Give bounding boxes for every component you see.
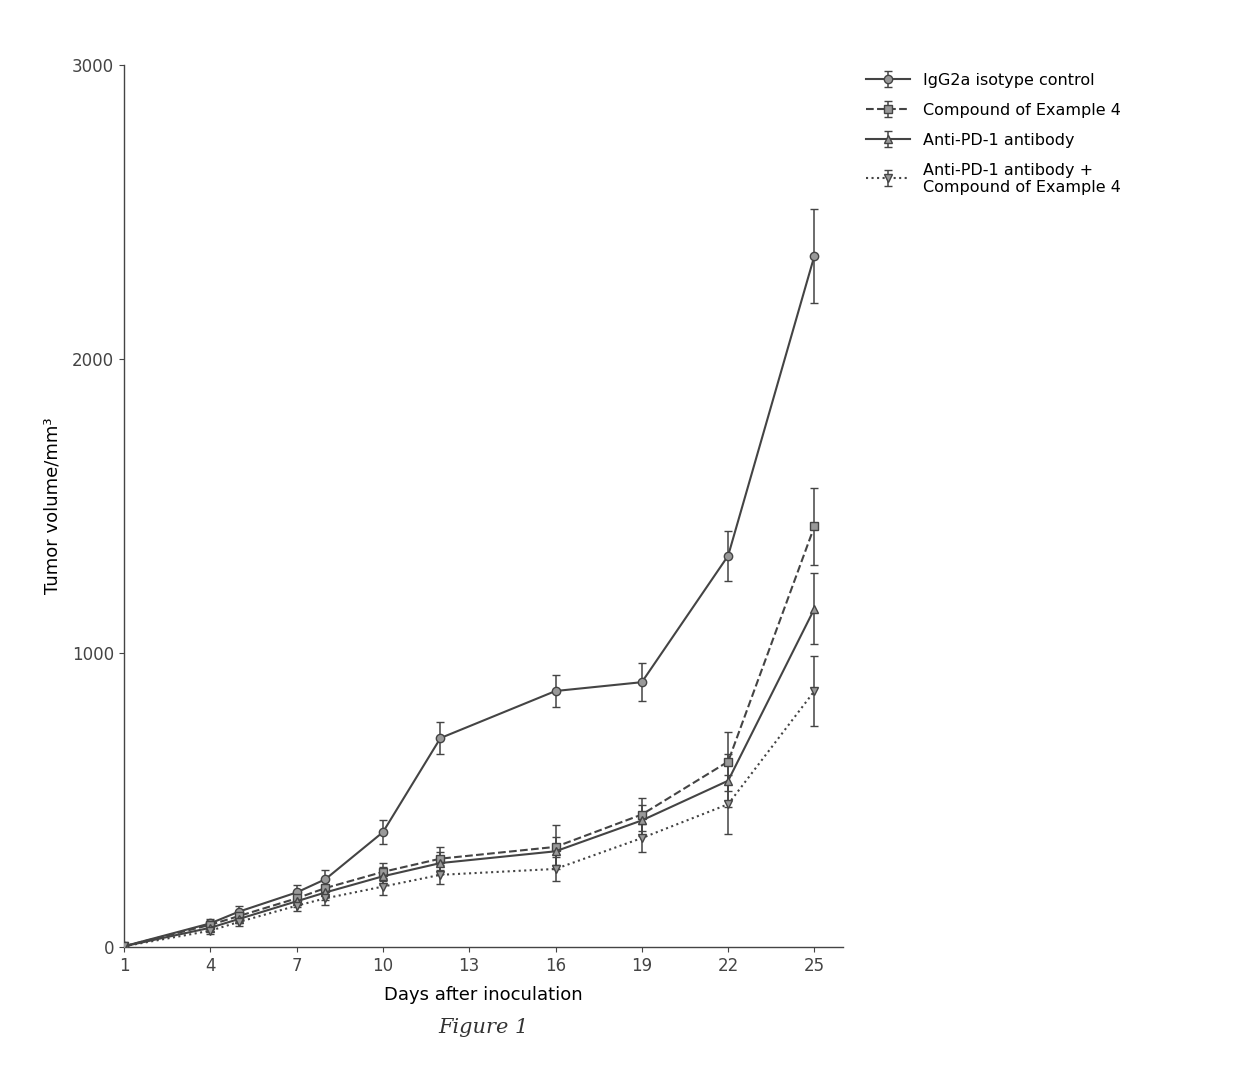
- Y-axis label: Tumor volume/mm³: Tumor volume/mm³: [43, 417, 61, 594]
- Legend: IgG2a isotype control, Compound of Example 4, Anti-PD-1 antibody, Anti-PD-1 anti: IgG2a isotype control, Compound of Examp…: [866, 72, 1121, 195]
- X-axis label: Days after inoculation: Days after inoculation: [384, 986, 583, 1004]
- Text: Figure 1: Figure 1: [439, 1018, 528, 1037]
